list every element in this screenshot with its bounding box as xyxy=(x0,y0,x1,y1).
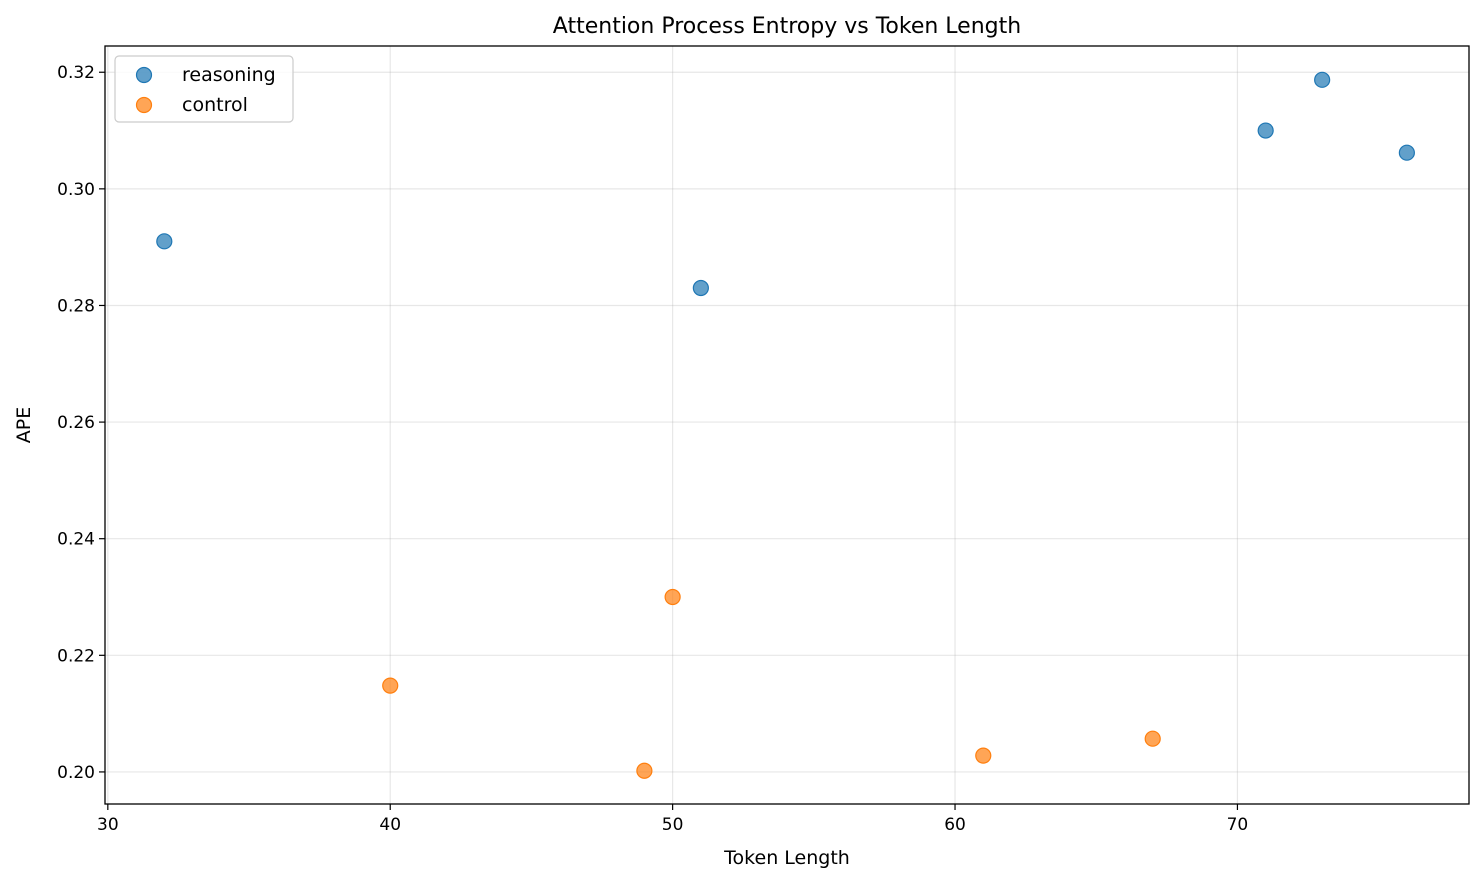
y-tick-label: 0.26 xyxy=(57,413,95,433)
data-point-control xyxy=(664,588,681,606)
grid-lines xyxy=(105,46,1469,804)
legend-marker-control xyxy=(135,96,153,114)
legend: reasoning control xyxy=(114,55,294,123)
data-point-control xyxy=(382,677,399,694)
y-tick-label: 0.28 xyxy=(57,296,95,316)
x-axis: 30 40 50 60 70 xyxy=(97,804,1248,835)
y-tick-label: 0.30 xyxy=(57,180,95,200)
data-point-control xyxy=(1144,730,1161,747)
data-point-reasoning xyxy=(1257,122,1274,139)
x-tick-label: 50 xyxy=(662,815,684,835)
y-axis-label: APE xyxy=(13,407,35,443)
x-tick-label: 30 xyxy=(97,815,119,835)
data-points xyxy=(156,71,1415,779)
y-tick-label: 0.22 xyxy=(57,646,95,666)
data-point-control xyxy=(975,747,992,764)
legend-box xyxy=(114,55,294,123)
data-point-control xyxy=(636,762,653,779)
data-point-reasoning xyxy=(156,233,173,250)
y-axis: 0.20 0.22 0.24 0.26 0.28 0.30 0.32 xyxy=(57,63,105,783)
data-point-reasoning xyxy=(1314,71,1331,88)
data-point-reasoning xyxy=(1398,144,1415,161)
plot-frame xyxy=(104,45,1470,805)
y-tick-label: 0.32 xyxy=(57,63,95,83)
legend-label-reasoning: reasoning xyxy=(182,64,276,86)
y-tick-label: 0.24 xyxy=(57,530,95,550)
x-axis-label: Token Length xyxy=(723,847,850,869)
legend-label-control: control xyxy=(182,94,248,116)
x-tick-label: 40 xyxy=(379,815,401,835)
data-point-reasoning xyxy=(692,279,709,297)
x-tick-label: 70 xyxy=(1227,815,1249,835)
chart-title: Attention Process Entropy vs Token Lengt… xyxy=(553,14,1021,39)
x-tick-label: 60 xyxy=(944,815,966,835)
legend-marker-reasoning xyxy=(135,66,153,84)
y-tick-label: 0.20 xyxy=(57,763,95,783)
